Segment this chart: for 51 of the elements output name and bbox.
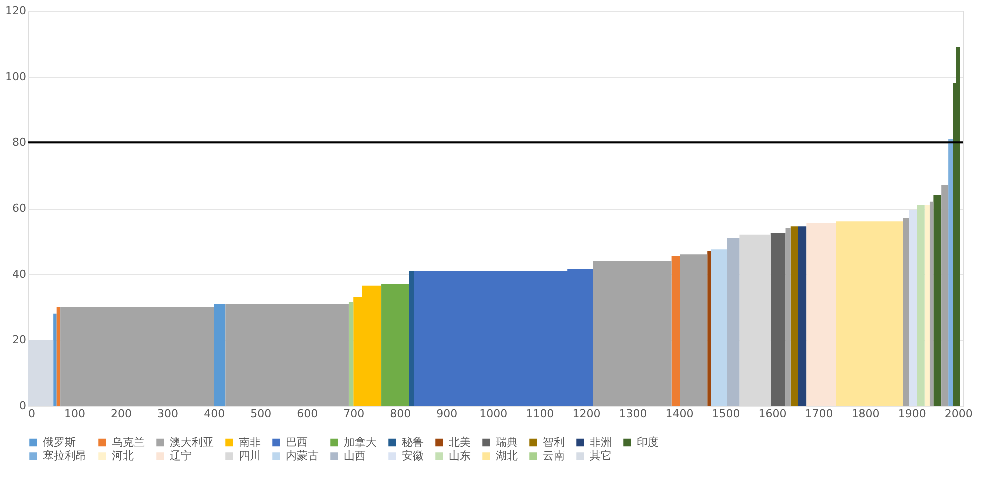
legend-label: 印度 bbox=[637, 436, 659, 449]
x-tick-label: 1300 bbox=[619, 408, 648, 420]
legend-label: 河北 bbox=[112, 450, 134, 462]
legend-label: 南非 bbox=[239, 436, 261, 449]
x-tick-label: 1000 bbox=[480, 408, 508, 420]
x-tick-label: 800 bbox=[390, 408, 412, 420]
x-tick-label: 700 bbox=[344, 408, 365, 420]
x-tick-label: 1100 bbox=[526, 408, 554, 420]
legend-label: 云南 bbox=[543, 450, 565, 462]
y-tick-label: 40 bbox=[12, 268, 26, 281]
legend-label: 乌克兰 bbox=[112, 436, 145, 449]
y-tick-label: 20 bbox=[12, 334, 26, 347]
y-tick-label: 0 bbox=[20, 400, 26, 412]
y-tick-label: 120 bbox=[6, 4, 26, 18]
x-tick-label: 900 bbox=[436, 408, 458, 420]
x-tick-label: 0 bbox=[28, 408, 36, 420]
legend-label: 塞拉利昂 bbox=[43, 450, 87, 462]
legend-label: 加拿大 bbox=[344, 436, 377, 449]
x-tick-label: 1800 bbox=[852, 408, 880, 420]
x-tick-label: 1200 bbox=[572, 408, 601, 420]
x-tick-label: 1700 bbox=[805, 408, 834, 420]
legend-label: 俄罗斯 bbox=[43, 436, 76, 449]
x-tick-label: 2000 bbox=[944, 408, 973, 420]
x-tick-label: 300 bbox=[158, 408, 179, 420]
y-tick-label: 60 bbox=[12, 202, 26, 215]
legend-label: 四川 bbox=[239, 450, 261, 462]
legend-label: 智利 bbox=[543, 436, 565, 449]
legend-label: 辽宁 bbox=[170, 450, 192, 462]
x-tick-label: 200 bbox=[111, 408, 132, 420]
x-tick-label: 1600 bbox=[758, 408, 787, 420]
x-tick-label: 1500 bbox=[712, 408, 740, 420]
x-tick-label: 1900 bbox=[898, 408, 926, 420]
y-tick-label: 100 bbox=[6, 70, 26, 84]
legend-label: 北美 bbox=[449, 436, 471, 449]
legend-label: 其它 bbox=[590, 450, 612, 462]
legend-label: 巴西 bbox=[286, 436, 308, 449]
x-tick-label: 1400 bbox=[666, 408, 694, 420]
y-tick-label: 80 bbox=[12, 136, 26, 150]
x-tick-label: 100 bbox=[64, 408, 86, 420]
legend-label: 非洲 bbox=[590, 436, 612, 449]
legend-label: 秘鲁 bbox=[402, 436, 424, 449]
legend-label: 安徽 bbox=[402, 450, 424, 462]
legend-label: 湖北 bbox=[496, 450, 518, 462]
x-tick-label: 600 bbox=[297, 408, 318, 420]
legend-label: 山东 bbox=[449, 450, 471, 462]
legend-label: 澳大利亚 bbox=[170, 436, 214, 449]
x-tick-label: 500 bbox=[250, 408, 272, 420]
x-tick-label: 400 bbox=[204, 408, 226, 420]
legend-label: 瑞典 bbox=[496, 436, 518, 449]
legend-label: 山西 bbox=[344, 450, 366, 462]
legend-label: 内蒙古 bbox=[286, 450, 319, 462]
